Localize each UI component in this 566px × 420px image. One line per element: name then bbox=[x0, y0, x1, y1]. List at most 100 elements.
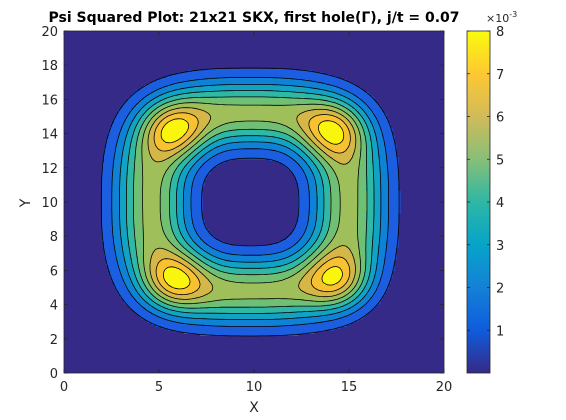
contour-cell bbox=[268, 135, 291, 138]
contour-cell bbox=[140, 128, 147, 131]
contour-cell bbox=[322, 225, 331, 228]
contour-cell bbox=[310, 207, 319, 210]
contour-cell bbox=[198, 140, 207, 144]
contour-cell bbox=[372, 256, 379, 259]
contour-cell bbox=[144, 250, 155, 253]
contour-cell bbox=[106, 146, 117, 149]
contour-cell bbox=[314, 155, 323, 158]
contour-cell bbox=[360, 259, 367, 262]
contour-cell bbox=[388, 220, 399, 223]
contour-cell bbox=[184, 97, 305, 100]
contour-cell bbox=[122, 243, 129, 246]
contour-cell bbox=[358, 288, 365, 291]
contour-cell bbox=[308, 248, 317, 252]
contour-cell bbox=[170, 221, 179, 225]
contour-cell bbox=[366, 223, 375, 226]
contour-cell bbox=[102, 229, 113, 232]
contour-cell bbox=[126, 263, 133, 266]
contour-cell bbox=[358, 175, 367, 178]
contour-cell bbox=[388, 211, 401, 214]
contour-cell bbox=[146, 319, 169, 322]
contour-cell bbox=[366, 184, 375, 187]
contour-cell bbox=[374, 209, 381, 212]
contour-cell bbox=[112, 180, 121, 183]
contour-cell bbox=[366, 176, 375, 180]
contour-cell bbox=[186, 265, 193, 268]
contour-cell bbox=[380, 175, 389, 178]
contour-cell bbox=[188, 70, 313, 73]
contour-cell bbox=[318, 128, 343, 131]
contour-cell bbox=[270, 121, 299, 124]
contour-cell bbox=[192, 207, 203, 210]
contour-cell bbox=[350, 158, 361, 162]
contour-cell bbox=[378, 284, 389, 288]
contour-cell bbox=[380, 234, 389, 237]
contour-cell bbox=[140, 99, 153, 102]
contour-cell bbox=[204, 68, 297, 72]
contour-cell bbox=[206, 146, 217, 149]
contour-cell bbox=[170, 194, 177, 198]
contour-cell bbox=[164, 274, 189, 277]
contour-cell bbox=[200, 284, 213, 288]
contour-cell bbox=[366, 250, 373, 253]
contour-cell bbox=[120, 207, 127, 210]
contour-cell bbox=[366, 169, 375, 172]
contour-cell bbox=[358, 230, 367, 234]
contour-cell bbox=[330, 295, 345, 298]
contour-cell bbox=[388, 234, 399, 237]
contour-cell bbox=[186, 229, 197, 232]
contour-cell bbox=[218, 153, 287, 156]
contour-cell bbox=[192, 238, 201, 241]
contour-cell bbox=[350, 142, 357, 145]
contour-cell bbox=[388, 221, 399, 225]
contour-cell bbox=[142, 203, 161, 207]
contour-cell bbox=[318, 130, 345, 133]
contour-cell bbox=[344, 257, 355, 261]
contour-cell bbox=[324, 239, 333, 243]
contour-cell bbox=[120, 293, 133, 297]
contour-cell bbox=[362, 279, 369, 282]
contour-cell bbox=[360, 250, 367, 253]
contour-cell bbox=[324, 193, 331, 196]
contour-cell bbox=[324, 211, 331, 214]
contour-cell bbox=[326, 83, 355, 86]
contour-cell bbox=[150, 283, 155, 286]
contour-cell bbox=[298, 194, 311, 198]
contour-cell bbox=[170, 187, 177, 190]
contour-cell bbox=[280, 137, 295, 140]
contour-cell bbox=[310, 236, 319, 239]
contour-cell bbox=[120, 191, 127, 194]
contour-cell bbox=[148, 281, 155, 284]
contour-cell bbox=[378, 140, 385, 144]
y-tick-label: 6 bbox=[50, 264, 58, 279]
contour-cell bbox=[322, 223, 331, 226]
contour-cell bbox=[188, 230, 197, 234]
contour-cell bbox=[210, 115, 299, 118]
contour-cell bbox=[358, 245, 367, 248]
contour-cell bbox=[322, 121, 335, 124]
contour-cell bbox=[136, 274, 141, 277]
contour-cell bbox=[336, 232, 359, 235]
contour-cell bbox=[178, 225, 187, 228]
contour-cell bbox=[122, 238, 129, 241]
contour-cell bbox=[306, 153, 313, 156]
contour-cell bbox=[368, 281, 373, 284]
contour-cell bbox=[334, 158, 351, 162]
contour-cell bbox=[388, 193, 401, 196]
contour-cell bbox=[310, 203, 319, 207]
contour-cell bbox=[170, 202, 177, 205]
contour-cell bbox=[380, 239, 389, 243]
contour-cell bbox=[338, 112, 347, 115]
contour-cell bbox=[184, 214, 193, 217]
contour-cell bbox=[170, 209, 177, 212]
contour-cell bbox=[222, 144, 283, 147]
contour-cell bbox=[368, 277, 375, 280]
contour-cell bbox=[108, 137, 119, 140]
contour-cell bbox=[200, 265, 211, 268]
contour-cell bbox=[360, 254, 367, 257]
contour-cell bbox=[114, 236, 121, 239]
contour-cell bbox=[182, 263, 191, 266]
contour-cell bbox=[368, 126, 375, 129]
contour-cell bbox=[348, 308, 361, 311]
contour-cell bbox=[348, 126, 353, 129]
